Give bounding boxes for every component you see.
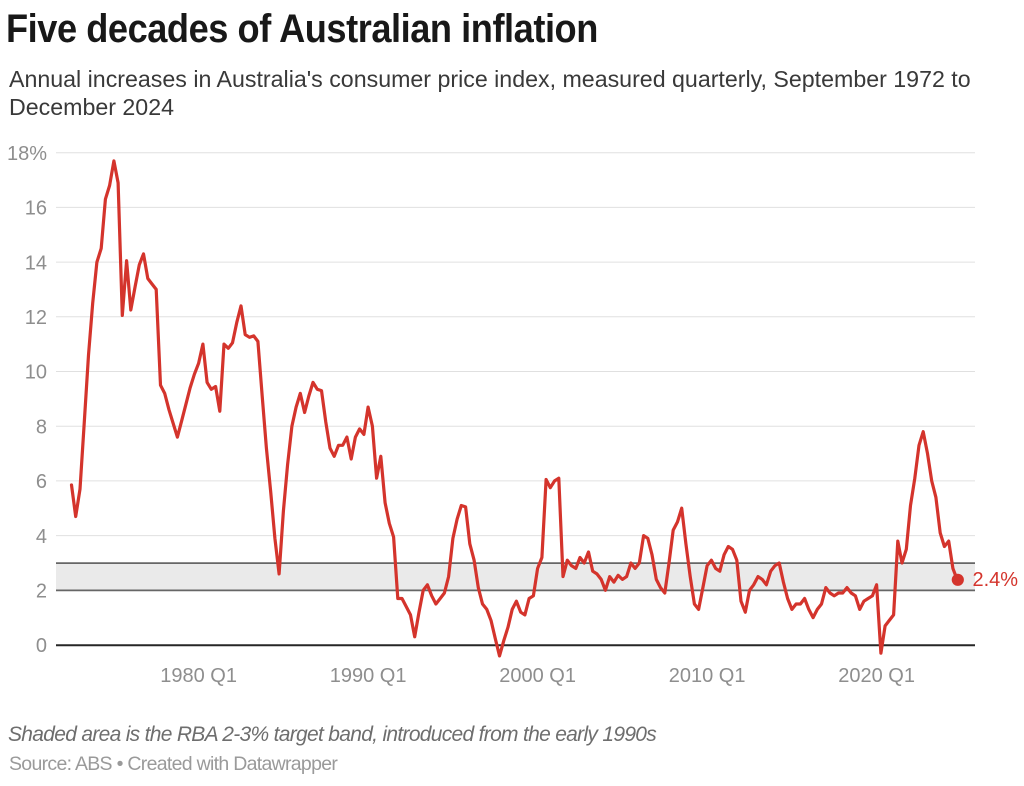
svg-text:14: 14: [25, 252, 47, 274]
svg-text:6: 6: [36, 471, 47, 493]
svg-text:2020 Q1: 2020 Q1: [838, 665, 915, 687]
svg-text:8: 8: [36, 416, 47, 438]
svg-text:1980 Q1: 1980 Q1: [160, 665, 237, 687]
svg-text:1990 Q1: 1990 Q1: [330, 665, 407, 687]
svg-text:10: 10: [25, 362, 47, 384]
svg-text:2: 2: [36, 581, 47, 603]
svg-text:12: 12: [25, 307, 47, 329]
svg-text:0: 0: [36, 635, 47, 657]
svg-text:2010 Q1: 2010 Q1: [669, 665, 746, 687]
svg-text:4: 4: [36, 526, 47, 548]
svg-text:2000 Q1: 2000 Q1: [499, 665, 576, 687]
svg-text:18%: 18%: [7, 143, 47, 165]
svg-text:2.4%: 2.4%: [973, 569, 1019, 591]
svg-text:16: 16: [25, 198, 47, 220]
